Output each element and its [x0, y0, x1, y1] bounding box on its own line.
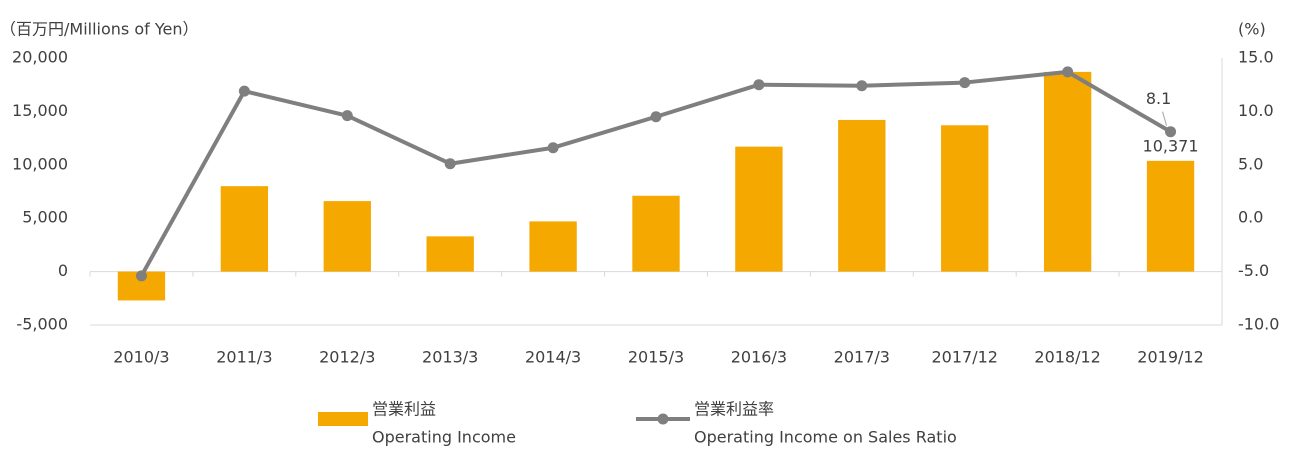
line-value-label: 8.1	[1146, 89, 1171, 108]
bar	[1146, 160, 1195, 272]
y2-tick-label: 0.0	[1238, 208, 1263, 227]
bar	[1043, 71, 1092, 272]
line-marker	[341, 110, 353, 122]
x-tick-label: 2018/12	[1034, 348, 1100, 367]
line-marker	[547, 142, 559, 154]
line-marker	[856, 80, 868, 92]
y-tick-label: 15,000	[12, 101, 68, 120]
line-marker	[959, 77, 971, 89]
bar	[220, 186, 269, 272]
bar	[323, 201, 371, 272]
line-marker	[650, 111, 662, 123]
y-tick-label: 20,000	[12, 48, 68, 67]
line-marker	[1165, 126, 1177, 138]
label-leader	[1162, 111, 1168, 126]
x-tick-label: 2016/3	[731, 348, 787, 367]
line-marker	[135, 270, 147, 282]
bar	[941, 125, 989, 272]
legend-label: Operating Income	[372, 428, 516, 447]
x-tick-label: 2019/12	[1137, 348, 1203, 367]
line-marker	[238, 85, 250, 97]
x-tick-label: 2017/3	[834, 348, 890, 367]
line-marker	[444, 158, 456, 170]
legend-label: Operating Income on Sales Ratio	[694, 428, 957, 447]
x-tick-label: 2011/3	[216, 348, 272, 367]
x-tick-label: 2014/3	[525, 348, 581, 367]
y-tick-label: 0	[58, 261, 68, 280]
line-marker	[1062, 66, 1074, 78]
y2-tick-label: -10.0	[1238, 315, 1279, 334]
legend-swatch	[657, 413, 669, 425]
x-tick-label: 2013/3	[422, 348, 478, 367]
y2-tick-label: 15.0	[1238, 48, 1274, 67]
legend-swatch	[318, 412, 368, 426]
bar	[529, 221, 577, 272]
bar	[838, 119, 886, 272]
bar	[735, 146, 783, 272]
legend-label: 営業利益率	[694, 400, 774, 419]
bar	[426, 236, 474, 272]
bar-value-label: 10,371	[1143, 136, 1199, 155]
bar	[632, 195, 680, 272]
y2-axis-title: (%)	[1238, 20, 1266, 39]
y-tick-label: -5,000	[16, 315, 68, 334]
y2-tick-label: 10.0	[1238, 101, 1274, 120]
x-tick-label: 2017/12	[931, 348, 997, 367]
x-tick-label: 2012/3	[319, 348, 375, 367]
y2-tick-label: -5.0	[1238, 261, 1269, 280]
y-tick-label: 5,000	[22, 208, 68, 227]
y-tick-label: 10,000	[12, 154, 68, 173]
x-tick-label: 2015/3	[628, 348, 684, 367]
y2-tick-label: 5.0	[1238, 154, 1263, 173]
legend-label: 営業利益	[372, 400, 436, 419]
line-marker	[753, 79, 765, 91]
y-axis-title: （百万円/Millions of Yen）	[0, 20, 198, 39]
x-tick-label: 2010/3	[113, 348, 169, 367]
